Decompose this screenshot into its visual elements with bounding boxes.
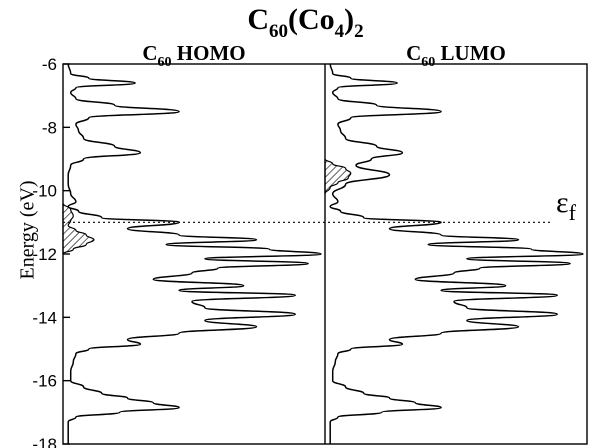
dos-curve-lumo [329, 63, 584, 444]
fermi-level-label: εf [556, 186, 576, 225]
y-tick-label: -10 [32, 182, 57, 201]
panel-title-lumo: C60 LUMO [406, 41, 506, 70]
projected-dos-homo [62, 203, 95, 255]
figure-title: C60(Co4)2 [247, 3, 364, 42]
y-tick-label: -18 [32, 435, 57, 448]
y-tick-label: -8 [42, 118, 57, 137]
y-tick-label: -16 [32, 372, 57, 391]
y-tick-label: -14 [32, 308, 57, 327]
y-tick-label: -12 [32, 245, 57, 264]
dos-curve-homo [67, 63, 322, 444]
panel-title-homo: C60 HOMO [142, 41, 246, 70]
projected-dos-lumo [324, 158, 352, 194]
y-tick-label: -6 [42, 55, 57, 74]
